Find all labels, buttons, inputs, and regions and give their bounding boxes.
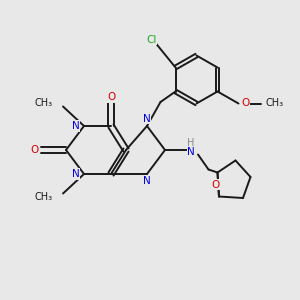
Text: O: O (107, 92, 115, 103)
Text: N: N (187, 147, 195, 158)
Text: CH₃: CH₃ (34, 98, 52, 109)
Text: O: O (242, 98, 250, 109)
Text: O: O (212, 179, 220, 190)
Text: H: H (188, 138, 195, 148)
Text: CH₃: CH₃ (34, 191, 52, 202)
Text: O: O (30, 145, 39, 155)
Text: Cl: Cl (146, 35, 157, 45)
Text: N: N (72, 121, 80, 131)
Text: N: N (72, 169, 80, 179)
Text: N: N (143, 176, 151, 187)
Text: CH₃: CH₃ (266, 98, 284, 109)
Text: N: N (143, 113, 151, 124)
